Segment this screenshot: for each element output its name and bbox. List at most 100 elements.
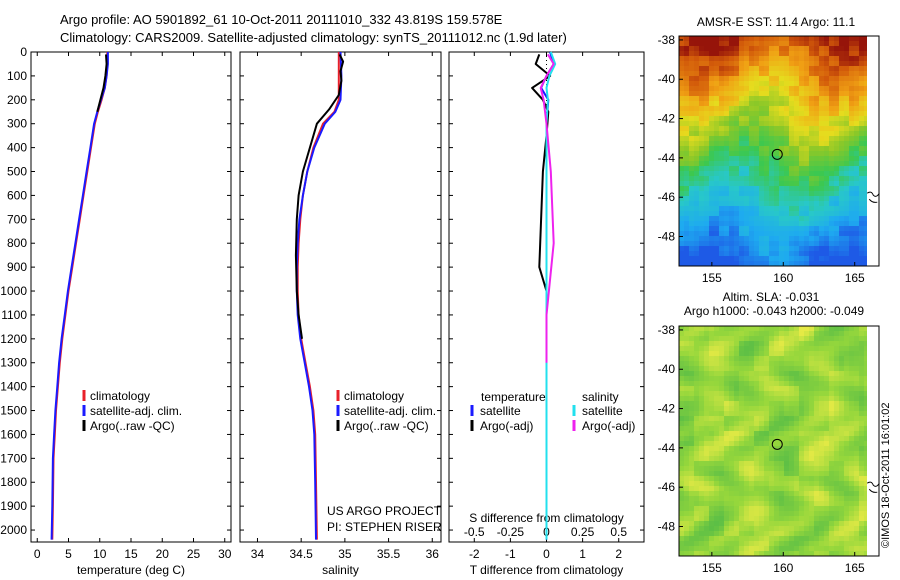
map-cell bbox=[804, 551, 809, 556]
map-cell bbox=[744, 141, 749, 146]
map-cell bbox=[764, 206, 769, 211]
map-cell bbox=[809, 536, 814, 541]
map-cell bbox=[724, 551, 729, 556]
map-cell bbox=[709, 241, 714, 246]
map-cell bbox=[704, 71, 709, 76]
map-cell bbox=[754, 386, 759, 391]
map-cell bbox=[764, 201, 769, 206]
map-cell bbox=[679, 366, 684, 371]
map-cell bbox=[844, 141, 849, 146]
map-cell bbox=[679, 201, 684, 206]
map-cell bbox=[819, 176, 824, 181]
map-cell bbox=[694, 351, 699, 356]
map-cell bbox=[679, 236, 684, 241]
map-cell bbox=[689, 456, 694, 461]
map-cell bbox=[759, 391, 764, 396]
map-cell bbox=[729, 216, 734, 221]
map-cell bbox=[719, 171, 724, 176]
map-cell bbox=[814, 531, 819, 536]
map-cell bbox=[829, 86, 834, 91]
map-cell bbox=[784, 501, 789, 506]
legend-label: Argo(..raw -QC) bbox=[90, 419, 175, 433]
map-cell bbox=[844, 386, 849, 391]
map-cell bbox=[734, 216, 739, 221]
map-cell bbox=[824, 156, 829, 161]
map-cell bbox=[779, 421, 784, 426]
map-cell bbox=[844, 441, 849, 446]
map-cell bbox=[699, 256, 704, 261]
map-cell bbox=[679, 456, 684, 461]
map-cell bbox=[789, 161, 794, 166]
map-cell bbox=[739, 41, 744, 46]
map-cell bbox=[739, 436, 744, 441]
map-cell bbox=[749, 456, 754, 461]
map-cell bbox=[699, 461, 704, 466]
map-cell bbox=[859, 331, 864, 336]
map-cell bbox=[824, 51, 829, 56]
map-cell bbox=[789, 106, 794, 111]
map-cell bbox=[724, 421, 729, 426]
map-cell bbox=[779, 166, 784, 171]
map-cell bbox=[864, 161, 869, 166]
map-cell bbox=[864, 166, 869, 171]
map-cell bbox=[854, 381, 859, 386]
map-cell bbox=[709, 186, 714, 191]
map-cell bbox=[744, 111, 749, 116]
map-cell bbox=[704, 216, 709, 221]
map-cell bbox=[779, 346, 784, 351]
map-cell bbox=[814, 506, 819, 511]
map-cell bbox=[769, 341, 774, 346]
map-cell bbox=[679, 351, 684, 356]
map-cell bbox=[844, 261, 849, 266]
map-cell bbox=[774, 191, 779, 196]
map-cell bbox=[834, 461, 839, 466]
map-cell bbox=[729, 186, 734, 191]
map-cell bbox=[689, 486, 694, 491]
map-cell bbox=[719, 86, 724, 91]
map-cell bbox=[784, 191, 789, 196]
map-cell bbox=[744, 541, 749, 546]
map-cell bbox=[684, 86, 689, 91]
map-cell bbox=[694, 411, 699, 416]
map-cell bbox=[794, 86, 799, 91]
map-cell bbox=[704, 351, 709, 356]
y-tick-label: 900 bbox=[7, 260, 27, 274]
map-cell bbox=[804, 406, 809, 411]
map-cell bbox=[739, 36, 744, 41]
map-cell bbox=[709, 531, 714, 536]
map-cell bbox=[759, 521, 764, 526]
map-cell bbox=[734, 526, 739, 531]
map-cell bbox=[789, 336, 794, 341]
map-cell bbox=[739, 391, 744, 396]
map-cell bbox=[799, 461, 804, 466]
map-cell bbox=[764, 546, 769, 551]
map-cell bbox=[749, 501, 754, 506]
map-cell bbox=[684, 536, 689, 541]
map-cell bbox=[739, 141, 744, 146]
map-cell bbox=[784, 516, 789, 521]
map-cell bbox=[739, 201, 744, 206]
map-cell bbox=[864, 351, 869, 356]
map-cell bbox=[824, 441, 829, 446]
map-cell bbox=[789, 51, 794, 56]
map-cell bbox=[694, 131, 699, 136]
map-cell bbox=[759, 496, 764, 501]
map-cell bbox=[684, 411, 689, 416]
map-cell bbox=[819, 261, 824, 266]
map-cell bbox=[704, 511, 709, 516]
map-cell bbox=[709, 101, 714, 106]
map-cell bbox=[814, 396, 819, 401]
map-cell bbox=[839, 391, 844, 396]
map-cell bbox=[754, 391, 759, 396]
map-cell bbox=[679, 86, 684, 91]
y-tick-label: -40 bbox=[658, 72, 676, 86]
map-cell bbox=[724, 361, 729, 366]
map-cell bbox=[744, 371, 749, 376]
map-cell bbox=[744, 181, 749, 186]
map-cell bbox=[764, 426, 769, 431]
map-cell bbox=[829, 371, 834, 376]
map-cell bbox=[739, 521, 744, 526]
map-cell bbox=[729, 461, 734, 466]
map-cell bbox=[734, 51, 739, 56]
map-cell bbox=[809, 76, 814, 81]
